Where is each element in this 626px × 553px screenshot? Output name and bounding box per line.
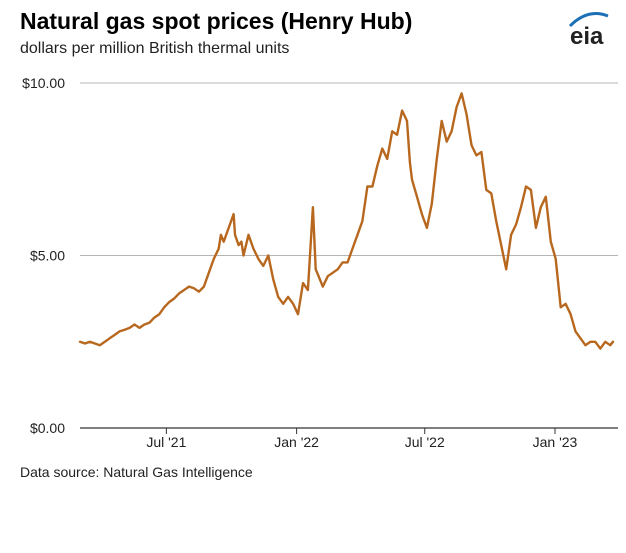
y-tick-label: $0.00 [30,420,65,436]
y-tick-label: $10.00 [22,75,65,91]
x-axis-ticks [165,428,556,434]
x-tick-label: Jul '22 [405,434,445,450]
x-tick-label: Jan '22 [274,434,319,450]
x-axis-labels: Jul '21 Jan '22 Jul '22 Jan '23 [146,434,577,450]
y-axis-labels: $0.00 $5.00 $10.00 [22,75,65,436]
data-source-note: Data source: Natural Gas Intelligence [20,464,253,480]
price-series-line [78,92,615,350]
y-tick-label: $5.00 [30,248,65,264]
eia-logo-arc [568,12,609,28]
page-title: Natural gas spot prices (Henry Hub) [20,8,413,34]
eia-logo-text: eia [570,23,604,48]
x-tick-label: Jul '21 [146,434,186,450]
price-chart: $0.00 $5.00 $10.00 Jul '21 Jan '22 Jul '22 Ja… [22,75,618,450]
x-tick-label: Jan '23 [533,434,578,450]
eia-logo: eia [568,12,609,48]
page-subtitle: dollars per million British thermal unit… [20,40,290,57]
